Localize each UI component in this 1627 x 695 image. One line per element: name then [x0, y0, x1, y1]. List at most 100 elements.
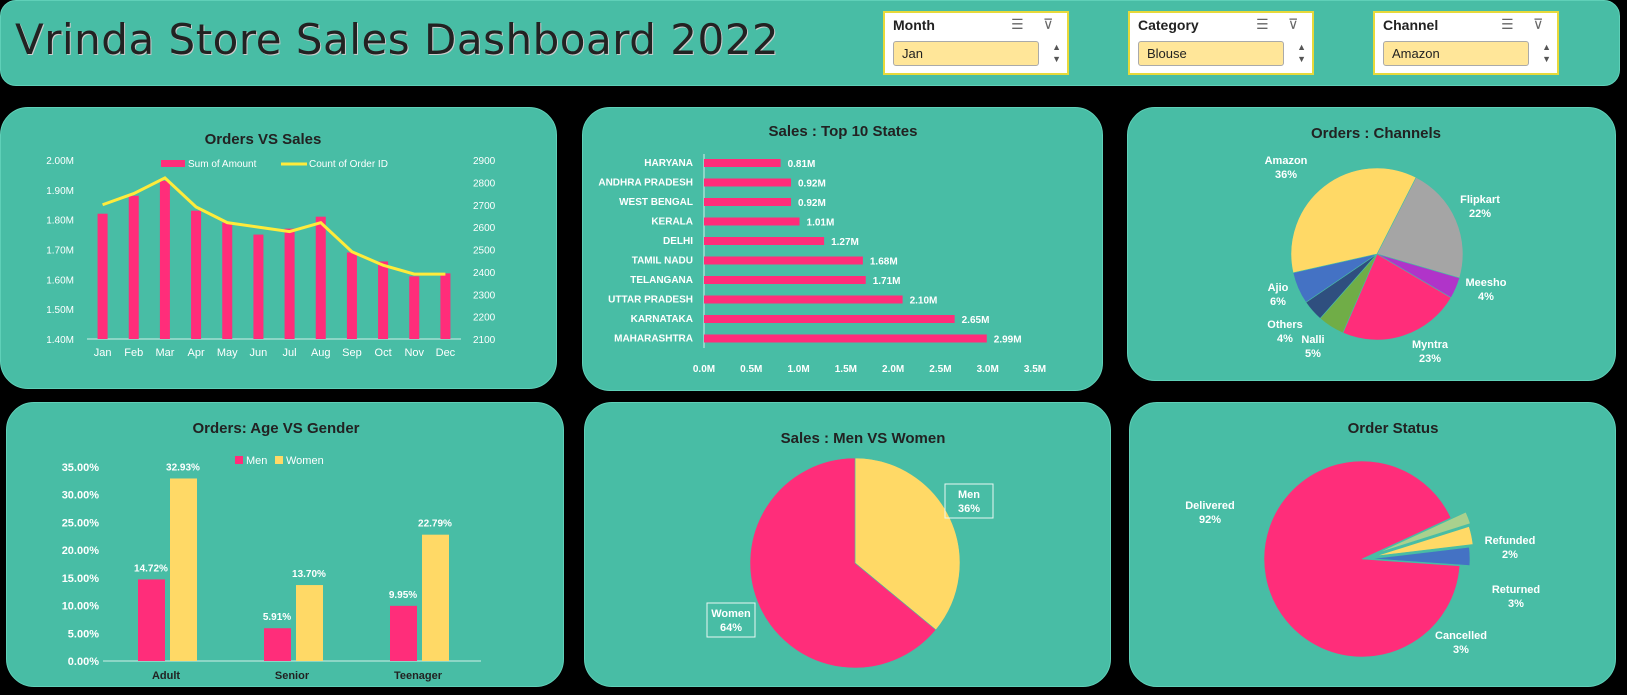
slice-pct-label: 64% — [720, 622, 742, 634]
category-slicer[interactable]: Category ☰ ⊽ Blouse ▲ ▼ — [1128, 11, 1314, 75]
amount-bar[interactable] — [346, 252, 357, 339]
state-label: MAHARASHTRA — [614, 334, 693, 345]
dashboard-header: Vrinda Store Sales Dashboard 2022 Month … — [0, 0, 1620, 86]
state-value-label: 0.92M — [798, 179, 826, 190]
status-slice[interactable] — [1375, 526, 1474, 557]
x-tick-label: Aug — [311, 347, 331, 359]
y2-tick-label: 2200 — [473, 313, 496, 324]
clear-filter-icon[interactable]: ⊽ — [1043, 16, 1054, 32]
amount-bar[interactable] — [378, 261, 389, 339]
state-bar[interactable] — [704, 334, 987, 343]
state-bar[interactable] — [704, 198, 792, 206]
y-tick-label: 10.00% — [62, 601, 100, 613]
slice-name-label: Men — [958, 489, 980, 501]
category-slicer-label: Category — [1138, 17, 1199, 33]
channel-slicer[interactable]: Channel ☰ ⊽ Amazon ▲ ▼ — [1373, 11, 1559, 75]
y1-tick-label: 1.50M — [46, 305, 74, 316]
multi-select-icon[interactable]: ☰ — [1501, 16, 1514, 32]
status-slice[interactable] — [1376, 511, 1471, 554]
age-vs-gender-chart: Orders: Age VS Gender Men Women 35.00% 30… — [62, 420, 481, 682]
bar-value-label: 22.79% — [418, 519, 452, 530]
multi-select-icon[interactable]: ☰ — [1256, 16, 1269, 32]
state-label: WEST BENGAL — [619, 197, 693, 208]
scroll-arrows-icon[interactable]: ▲ ▼ — [1297, 42, 1306, 64]
slice-pct-label: 92% — [1199, 514, 1221, 526]
state-bar[interactable] — [704, 315, 955, 323]
slice-name-label: Ajio — [1268, 282, 1289, 294]
state-bar[interactable] — [704, 217, 800, 226]
slice-pct-label: 2% — [1502, 549, 1518, 561]
gender-slice[interactable] — [749, 457, 937, 669]
men-bar[interactable] — [390, 605, 417, 661]
x-tick-label: Jan — [94, 347, 112, 359]
y1-tick-label: 1.60M — [46, 275, 74, 286]
amount-bar[interactable] — [97, 213, 108, 339]
y1-tick-label: 1.70M — [46, 246, 74, 257]
amount-bar[interactable] — [409, 276, 420, 339]
state-bar[interactable] — [704, 295, 903, 304]
slice-pct-label: 3% — [1453, 644, 1469, 656]
y2-tick-label: 2700 — [473, 201, 496, 212]
clear-filter-icon[interactable]: ⊽ — [1288, 16, 1299, 32]
channel-slicer-selected[interactable]: Amazon — [1383, 41, 1529, 66]
state-value-label: 2.10M — [910, 296, 938, 307]
legend-label-orders: Count of Order ID — [309, 159, 388, 170]
state-bar[interactable] — [704, 178, 792, 187]
amount-bar[interactable] — [191, 210, 202, 339]
x-tick-label: Dec — [436, 347, 456, 359]
women-bar[interactable] — [170, 478, 197, 661]
multi-select-icon[interactable]: ☰ — [1011, 16, 1024, 32]
scroll-arrows-icon[interactable]: ▲ ▼ — [1052, 42, 1061, 64]
amount-bar[interactable] — [128, 195, 139, 339]
state-bar[interactable] — [704, 276, 866, 284]
amount-bar[interactable] — [159, 180, 170, 339]
x-tick-label: 0.5M — [740, 364, 762, 375]
chart-title: Orders : Channels — [1311, 125, 1441, 142]
state-bar[interactable] — [704, 159, 781, 167]
category-slicer-selected[interactable]: Blouse — [1138, 41, 1284, 66]
state-value-label: 0.92M — [798, 198, 826, 209]
slice-pct-label: 36% — [1275, 169, 1297, 181]
slice-name-label: Delivered — [1185, 500, 1235, 512]
orders-channels-card: Orders : Channels Flipkart 22% Meesho 4% Myn… — [1127, 107, 1616, 381]
women-bar[interactable] — [422, 534, 449, 661]
channel-slice[interactable] — [1342, 253, 1452, 341]
y-tick-label: 35.00% — [62, 462, 100, 474]
top-states-chart: Sales : Top 10 States HARYANA 0.81M ANDHRA… — [598, 123, 1046, 375]
state-label: TELANGANA — [630, 275, 693, 286]
chart-title: Sales : Top 10 States — [769, 123, 918, 140]
state-bar[interactable] — [704, 237, 825, 245]
amount-bar[interactable] — [284, 228, 295, 339]
men-bar[interactable] — [138, 579, 165, 661]
status-slice[interactable] — [1371, 546, 1471, 566]
state-value-label: 1.27M — [831, 237, 859, 248]
month-slicer-selected[interactable]: Jan — [893, 41, 1039, 66]
men-bar[interactable] — [264, 628, 291, 661]
slice-name-label: Cancelled — [1435, 630, 1487, 642]
y2-tick-label: 2900 — [473, 156, 496, 167]
y-tick-label: 0.00% — [68, 656, 99, 668]
state-bar[interactable] — [704, 256, 863, 265]
x-tick-label: 3.5M — [1024, 364, 1046, 375]
x-tick-label: Oct — [375, 347, 392, 359]
y1-tick-label: 2.00M — [46, 156, 74, 167]
chart-title: Sales : Men VS Women — [781, 430, 946, 447]
amount-bar[interactable] — [222, 222, 233, 339]
scroll-arrows-icon[interactable]: ▲ ▼ — [1542, 42, 1551, 64]
state-value-label: 0.81M — [788, 159, 816, 170]
month-slicer[interactable]: Month ☰ ⊽ Jan ▲ ▼ — [883, 11, 1069, 75]
women-bar[interactable] — [296, 585, 323, 661]
amount-bar[interactable] — [440, 273, 451, 339]
amount-bar[interactable] — [315, 216, 326, 339]
amount-bar[interactable] — [253, 234, 264, 339]
slice-name-label: Amazon — [1265, 155, 1308, 167]
label-box — [706, 602, 756, 638]
channel-slice[interactable] — [1290, 167, 1417, 274]
channel-slice[interactable] — [1376, 176, 1464, 279]
x-tick-label: Adult — [152, 670, 180, 682]
orders-vs-sales-chart: Orders VS Sales Sum of Amount Count of O… — [46, 131, 496, 359]
status-slice[interactable] — [1263, 460, 1461, 658]
x-tick-label: Feb — [124, 347, 143, 359]
clear-filter-icon[interactable]: ⊽ — [1533, 16, 1544, 32]
y-tick-label: 20.00% — [62, 545, 100, 557]
